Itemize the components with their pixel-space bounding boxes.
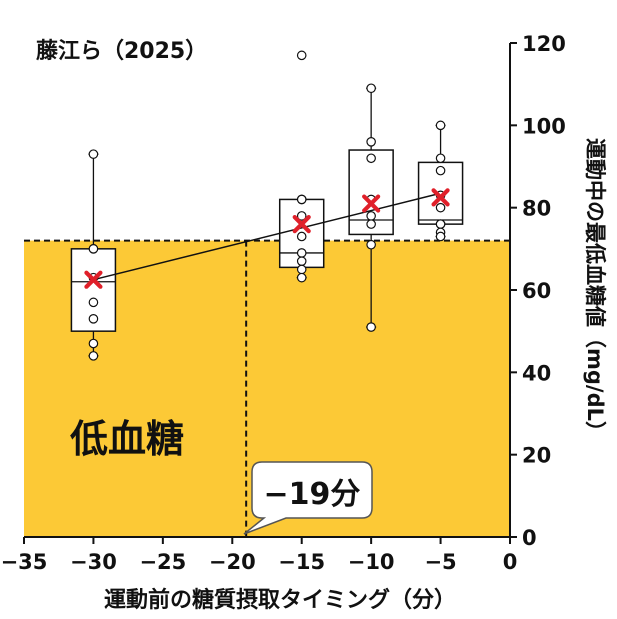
mean-marker-x <box>431 188 450 207</box>
mean-marker <box>362 194 381 213</box>
data-point <box>366 239 376 250</box>
data-point <box>296 231 307 242</box>
data-point <box>366 322 376 332</box>
data-point <box>366 219 376 229</box>
y-tick-label: 60 <box>522 279 551 303</box>
data-point <box>435 219 446 229</box>
data-point <box>88 297 99 308</box>
x-tick-label: −30 <box>70 550 117 574</box>
x-axis-label: 運動前の糖質摂取タイミング（分） <box>104 587 456 613</box>
data-point <box>296 50 307 61</box>
data-point <box>88 244 99 254</box>
data-point <box>366 153 376 164</box>
data-point <box>435 202 446 213</box>
x-tick-label: −10 <box>348 550 395 574</box>
y-tick-label: 20 <box>522 444 551 468</box>
callout-bubble <box>243 461 373 535</box>
x-tick-label: −15 <box>278 550 325 574</box>
x-tick-label: −35 <box>1 550 48 574</box>
data-point <box>435 153 446 164</box>
data-point <box>435 165 446 176</box>
data-point <box>296 256 307 266</box>
data-point <box>296 211 307 221</box>
data-point <box>88 351 99 361</box>
x-tick-label: −25 <box>139 550 186 574</box>
y-tick-label: 40 <box>522 361 551 385</box>
data-point <box>88 338 99 349</box>
mean-marker <box>292 215 311 234</box>
chart-title: 藤江ら（2025） <box>36 38 207 64</box>
mean-marker <box>431 188 450 207</box>
y-tick-label: 120 <box>522 32 566 56</box>
x-tick-label: 0 <box>503 550 518 574</box>
crossing-annotation: −19分 <box>264 477 361 512</box>
hypoglycemia-zone-label: 低血糖 <box>70 417 184 461</box>
data-point <box>296 248 307 258</box>
x-tick-label: −20 <box>209 550 256 574</box>
data-point <box>366 211 376 221</box>
data-point <box>366 137 376 147</box>
y-tick-label: 100 <box>522 114 566 138</box>
mean-marker-x <box>362 194 381 213</box>
mean-marker <box>84 270 103 289</box>
mean-marker-x <box>292 215 311 234</box>
data-point <box>88 314 99 324</box>
data-point <box>435 120 446 131</box>
x-tick-label: −5 <box>424 550 456 574</box>
data-point <box>296 194 307 205</box>
data-point <box>296 264 307 275</box>
y-axis-label: 運動中の最低血糖値（mg/dL） <box>583 138 607 442</box>
data-point <box>366 83 376 94</box>
data-point <box>296 272 307 283</box>
y-tick-label: 80 <box>522 197 551 221</box>
mean-marker-x <box>84 270 103 289</box>
data-point <box>435 231 446 242</box>
data-point <box>88 149 99 159</box>
y-tick-label: 0 <box>522 526 537 550</box>
mean-trend-line <box>93 192 441 281</box>
